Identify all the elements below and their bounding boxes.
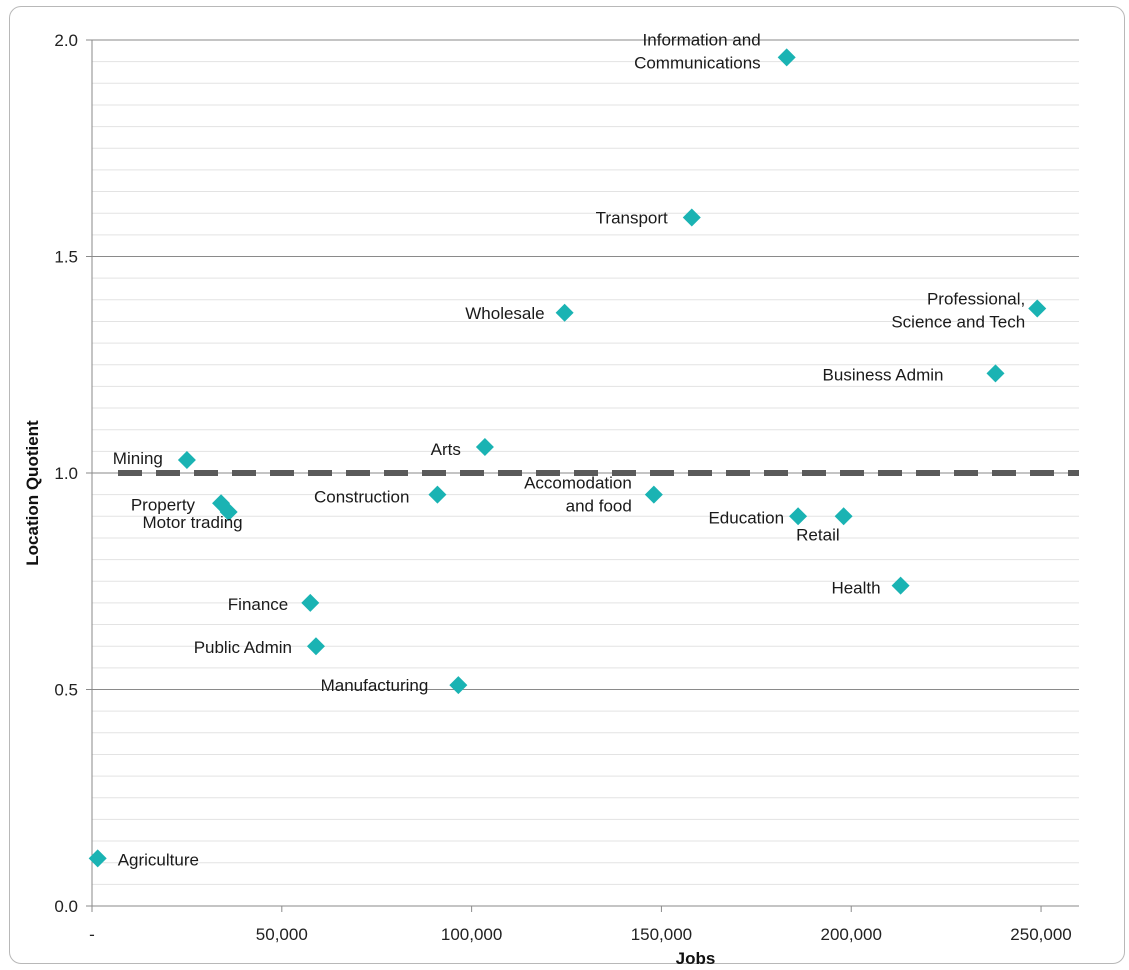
data-point-marker [1028,299,1047,318]
data-point-label-line: Motor trading [142,513,242,532]
x-tick-label: 250,000 [1010,925,1071,944]
data-point-label: Mining [113,449,163,468]
data-point-label: Transport [596,209,668,228]
data-point-marker [682,208,701,227]
y-tick-label: 0.0 [54,897,78,916]
data-point-marker [428,485,447,504]
data-point-label-line: Health [831,579,880,598]
data-point-label: Construction [314,488,409,507]
data-point-label: Accomodation and food [524,474,632,516]
data-point-label-line: Wholesale [465,304,544,323]
data-point-label-line: Construction [314,488,409,507]
data-point-marker [986,364,1005,383]
y-tick-label: 1.0 [54,464,78,483]
data-point-marker [219,502,238,521]
chart-frame [9,6,1125,964]
data-point-label-line: Manufacturing [321,676,429,695]
data-point-marker [301,593,320,612]
data-point-label-line: Retail [796,525,839,544]
data-point-marker [88,849,107,868]
data-point-marker [475,438,494,457]
data-point-label-line: Public Admin [194,638,292,657]
data-point-label: Manufacturing [321,676,429,695]
data-point-label-line: and food [566,497,632,516]
data-point-label-line: Science and Tech [891,312,1025,331]
x-tick-label: 200,000 [821,925,882,944]
data-point-label-line: Education [708,508,784,527]
y-axis-title: Location Quotient [23,420,42,566]
x-tick-label: 100,000 [441,925,502,944]
data-point-marker [177,451,196,470]
data-point-label-line: Information and [643,30,761,49]
x-tick-label: 50,000 [256,925,308,944]
data-point-marker [789,507,808,526]
data-point-label: Retail [796,525,839,544]
data-point-label: Motor trading [142,513,242,532]
data-point-label: Wholesale [465,304,544,323]
data-point-label-line: Property [131,495,196,514]
x-tick-label: - [89,925,95,944]
y-tick-label: 2.0 [54,31,78,50]
data-point-marker [306,637,325,656]
data-point-label-line: Arts [431,440,461,459]
data-point-marker [777,48,796,67]
data-point-label-line: Agriculture [118,850,199,869]
y-tick-label: 1.5 [54,248,78,267]
data-point-marker [449,676,468,695]
data-point-label-line: Professional, [927,289,1025,308]
data-point-label: Finance [228,595,288,614]
data-point-marker [555,303,574,322]
data-point-label: Agriculture [118,850,199,869]
x-tick-label: 150,000 [631,925,692,944]
data-point-label: Property [131,495,196,514]
data-labels: Information and Communications Transport Wh… [113,30,1025,869]
axes: 0.0 0.5 1.0 1.5 2.0 - 50,000 100,000 150,000 200,… [54,31,1079,944]
data-point-marker [891,576,910,595]
data-point-label-line: Communications [634,53,761,72]
data-point-label: Health [831,579,880,598]
data-point-label: Arts [431,440,461,459]
data-point-label: Business Admin [823,365,944,384]
data-point-label-line: Mining [113,449,163,468]
data-point-marker [834,507,853,526]
data-point-label: Information and Communications [634,30,761,72]
data-point-label-line: Business Admin [823,365,944,384]
data-point-label-line: Accomodation [524,474,632,493]
y-tick-label: 0.5 [54,681,78,700]
data-points [88,48,1047,868]
gridlines [92,39,1079,885]
data-point-label: Public Admin [194,638,292,657]
data-point-label-line: Finance [228,595,288,614]
data-point-label: Education [708,508,784,527]
data-point-label: Professional, Science and Tech [891,289,1025,331]
x-axis-title: Jobs [676,949,716,968]
data-point-marker [644,485,663,504]
data-point-label-line: Transport [596,209,668,228]
